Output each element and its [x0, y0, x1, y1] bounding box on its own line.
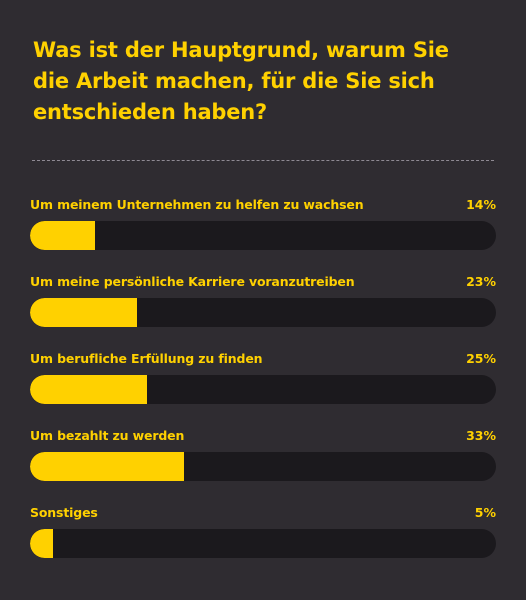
answer-label: Sonstiges [30, 505, 98, 520]
answer-percentage: 33% [466, 428, 496, 443]
bar-track [30, 529, 496, 558]
answer-label: Um berufliche Erfüllung zu finden [30, 351, 263, 366]
dashed-divider [32, 160, 494, 161]
answer-label: Um bezahlt zu werden [30, 428, 185, 443]
answer-percentage: 5% [474, 505, 496, 520]
bar-fill [30, 221, 96, 250]
bar-fill [30, 375, 147, 404]
answer-row: Um meine persönliche Karriere voranzutre… [30, 272, 496, 349]
answer-percentage: 23% [466, 274, 496, 289]
bar-track [30, 221, 496, 250]
bar-fill [30, 452, 184, 481]
answer-percentage: 14% [466, 197, 496, 212]
bar-fill [30, 529, 54, 558]
bar-track [30, 452, 496, 481]
bar-track [30, 375, 496, 404]
answer-label: Um meine persönliche Karriere voranzutre… [30, 274, 355, 289]
answer-label-line: Um meinem Unternehmen zu helfen zu wachs… [30, 195, 496, 215]
answer-row: Um berufliche Erfüllung zu finden 25% [30, 349, 496, 426]
answer-row: Um bezahlt zu werden 33% [30, 426, 496, 503]
bar-list: Um meinem Unternehmen zu helfen zu wachs… [30, 195, 496, 580]
bar-fill [30, 298, 138, 327]
answer-percentage: 25% [466, 351, 496, 366]
answer-label-line: Um bezahlt zu werden 33% [30, 426, 496, 446]
answer-label: Um meinem Unternehmen zu helfen zu wachs… [30, 197, 364, 212]
answer-label-line: Um meine persönliche Karriere voranzutre… [30, 272, 496, 292]
bar-track [30, 298, 496, 327]
answer-label-line: Sonstiges 5% [30, 503, 496, 523]
answer-row: Sonstiges 5% [30, 503, 496, 580]
answer-label-line: Um berufliche Erfüllung zu finden 25% [30, 349, 496, 369]
answer-row: Um meinem Unternehmen zu helfen zu wachs… [30, 195, 496, 272]
question-title: Was ist der Hauptgrund, warum Sie die Ar… [33, 38, 449, 124]
